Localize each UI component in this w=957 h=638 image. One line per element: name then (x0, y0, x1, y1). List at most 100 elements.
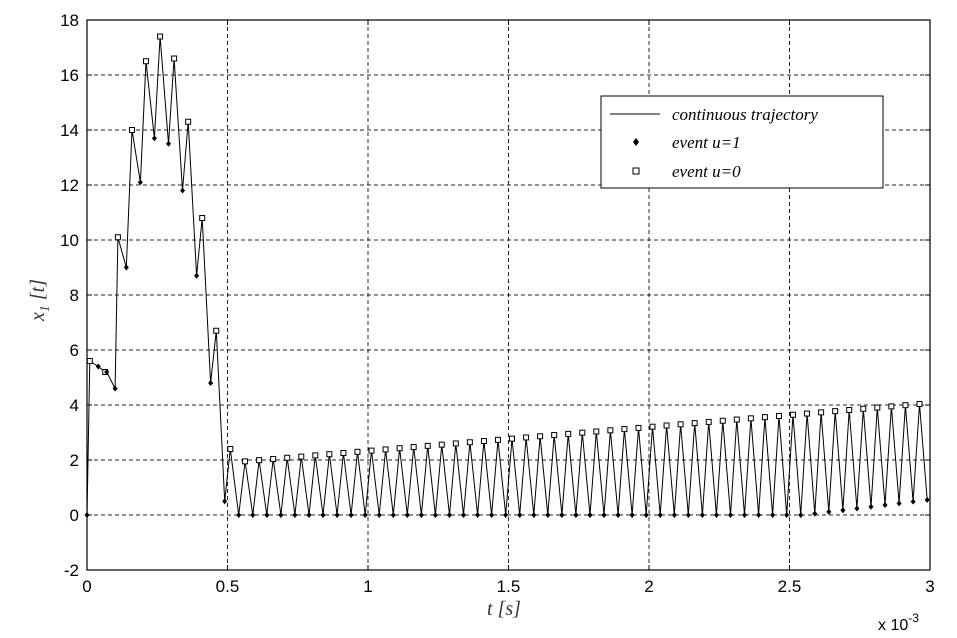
legend-diamond-marker (633, 138, 639, 146)
event-u1-marker (924, 496, 930, 503)
event-u1-marker (475, 512, 481, 518)
y-tick-label: 18 (60, 11, 79, 30)
x-multiplier-exponent: -3 (908, 611, 919, 625)
event-u0-marker (607, 427, 614, 434)
event-u0-marker (185, 118, 192, 125)
event-u0-marker (775, 412, 782, 419)
event-u1-marker (334, 512, 340, 518)
legend: continuous trajectory event u=1 event u=… (600, 95, 884, 189)
y-label-subscript: 1 (38, 305, 53, 312)
event-u0-marker (270, 455, 277, 462)
event-u1-marker (151, 135, 157, 142)
legend-label-continuous: continuous trajectory (672, 105, 818, 124)
event-u0-marker (298, 453, 305, 460)
y-tick-label: -2 (64, 561, 79, 580)
event-u0-marker (705, 418, 712, 425)
event-u1-marker (208, 380, 214, 386)
event-u1-marker (840, 507, 846, 514)
event-u1-marker (896, 500, 902, 507)
event-u1-marker (629, 512, 635, 518)
event-u0-marker (888, 403, 895, 410)
event-u1-marker (446, 512, 452, 518)
event-u0-marker (635, 424, 642, 431)
event-u1-marker (601, 512, 607, 518)
event-u1-marker (812, 510, 818, 517)
event-u0-marker (466, 439, 473, 446)
event-u0-marker (579, 429, 586, 436)
event-u1-marker (531, 512, 537, 518)
event-u1-marker (404, 512, 410, 518)
event-u1-marker (868, 503, 874, 510)
event-u0-marker (719, 417, 726, 424)
event-u0-marker (171, 55, 178, 62)
x-tick-label: 1.5 (497, 577, 521, 596)
x-multiplier-base: x 10 (878, 617, 908, 634)
x-tick-label: 1 (363, 577, 372, 596)
trajectory-line (86, 36, 928, 516)
event-u1-marker (742, 512, 748, 518)
event-u0-marker (621, 426, 628, 433)
event-u1-marker (137, 179, 143, 186)
event-u0-marker (157, 33, 164, 40)
event-u0-marker (396, 445, 403, 452)
event-u1-marker (657, 512, 663, 518)
event-u1-marker (587, 512, 593, 518)
event-u0-marker (213, 327, 220, 334)
y-tick-label: 8 (70, 286, 79, 305)
event-u1-marker (882, 502, 888, 509)
event-u1-marker (180, 187, 186, 194)
event-u1-marker (306, 512, 312, 518)
event-u0-marker (565, 430, 572, 437)
event-u1-marker (910, 498, 916, 505)
event-u0-marker (284, 454, 291, 461)
event-u0-marker (593, 428, 600, 435)
event-u1-marker (699, 512, 705, 518)
event-u1-marker (756, 512, 762, 518)
event-u1-marker (727, 512, 733, 518)
event-u1-marker (95, 363, 101, 370)
event-u0-marker (523, 434, 530, 441)
event-u1-marker (376, 512, 382, 518)
event-u0-marker (509, 435, 516, 442)
event-u0-marker (480, 438, 487, 445)
event-u1-marker (854, 505, 860, 512)
event-u1-marker (559, 512, 565, 518)
event-u0-marker (199, 215, 206, 221)
event-u0-marker (916, 400, 923, 407)
x-tick-label: 2.5 (778, 577, 802, 596)
series-continuous-trajectory (86, 36, 928, 516)
event-u0-marker (761, 414, 768, 421)
event-u0-marker (691, 420, 698, 427)
event-u1-marker (545, 512, 551, 518)
x-tick-label: 0 (82, 577, 91, 596)
x-axis-label: t [s] (487, 598, 521, 620)
event-u1-marker (390, 512, 396, 518)
event-u0-marker (354, 448, 361, 455)
y-tick-label: 2 (70, 451, 79, 470)
event-u0-marker (537, 433, 544, 440)
event-u1-marker (320, 512, 326, 518)
y-tick-label: 4 (70, 396, 79, 415)
event-u1-marker (292, 512, 298, 518)
event-u1-marker (671, 512, 677, 518)
event-u0-marker (902, 402, 909, 409)
event-u1-marker (278, 512, 284, 518)
event-u1-marker (643, 512, 649, 518)
event-u0-marker (312, 452, 319, 459)
event-u0-marker (438, 441, 445, 448)
event-u0-marker (832, 408, 839, 415)
event-u1-marker (362, 512, 368, 518)
event-u0-marker (804, 410, 811, 417)
event-u1-marker (461, 512, 467, 518)
event-u0-marker (368, 447, 375, 454)
event-u0-marker (747, 415, 754, 422)
event-u0-marker (551, 432, 558, 439)
event-u1-marker (798, 512, 804, 518)
event-u1-marker (784, 512, 790, 518)
event-u1-marker (685, 512, 691, 518)
x-axis-multiplier: x 10-3 (878, 611, 919, 634)
event-u0-marker (860, 405, 867, 412)
event-u0-marker (452, 440, 459, 447)
